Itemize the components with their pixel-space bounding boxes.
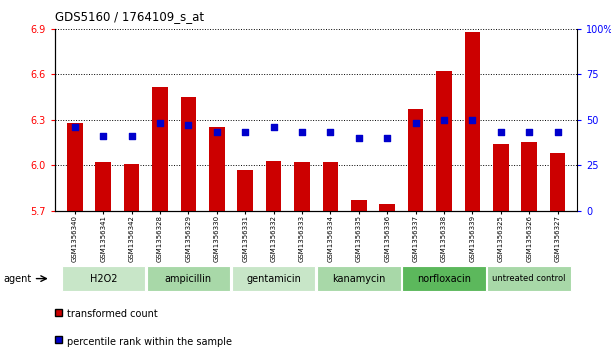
- Text: transformed count: transformed count: [67, 309, 158, 319]
- Point: [552, 130, 562, 135]
- Bar: [209, 127, 225, 211]
- Text: ampicillin: ampicillin: [165, 274, 212, 284]
- Bar: [67, 123, 82, 211]
- Point: [524, 130, 534, 135]
- Point: [98, 133, 108, 139]
- Point: [496, 130, 506, 135]
- Point: [155, 121, 165, 126]
- Bar: [124, 164, 139, 211]
- FancyBboxPatch shape: [147, 266, 230, 291]
- Point: [354, 135, 364, 141]
- Bar: [266, 160, 282, 211]
- Bar: [238, 170, 253, 211]
- Point: [126, 133, 136, 139]
- FancyBboxPatch shape: [62, 266, 145, 291]
- Text: gentamicin: gentamicin: [246, 274, 301, 284]
- Text: H2O2: H2O2: [89, 274, 117, 284]
- Point: [439, 117, 449, 123]
- Point: [326, 130, 335, 135]
- Text: untreated control: untreated control: [492, 274, 566, 283]
- FancyBboxPatch shape: [402, 266, 486, 291]
- Point: [297, 130, 307, 135]
- Text: agent: agent: [3, 274, 31, 284]
- Bar: [436, 72, 452, 211]
- Point: [467, 117, 477, 123]
- Bar: [493, 144, 508, 211]
- Bar: [294, 162, 310, 211]
- Text: GDS5160 / 1764109_s_at: GDS5160 / 1764109_s_at: [55, 10, 204, 23]
- Bar: [95, 162, 111, 211]
- Text: kanamycin: kanamycin: [332, 274, 386, 284]
- Bar: [181, 97, 196, 211]
- Bar: [323, 162, 338, 211]
- FancyBboxPatch shape: [488, 266, 571, 291]
- Bar: [152, 86, 168, 211]
- Point: [240, 130, 250, 135]
- Point: [183, 122, 193, 128]
- Bar: [521, 142, 537, 211]
- Text: norfloxacin: norfloxacin: [417, 274, 471, 284]
- FancyBboxPatch shape: [317, 266, 401, 291]
- FancyBboxPatch shape: [232, 266, 315, 291]
- Bar: [550, 153, 565, 211]
- Point: [212, 130, 222, 135]
- Point: [269, 124, 279, 130]
- Point: [382, 135, 392, 141]
- Bar: [351, 200, 367, 211]
- Bar: [408, 109, 423, 211]
- Bar: [379, 204, 395, 211]
- Point: [70, 124, 80, 130]
- Bar: [464, 32, 480, 211]
- Text: percentile rank within the sample: percentile rank within the sample: [67, 337, 232, 347]
- Point: [411, 121, 420, 126]
